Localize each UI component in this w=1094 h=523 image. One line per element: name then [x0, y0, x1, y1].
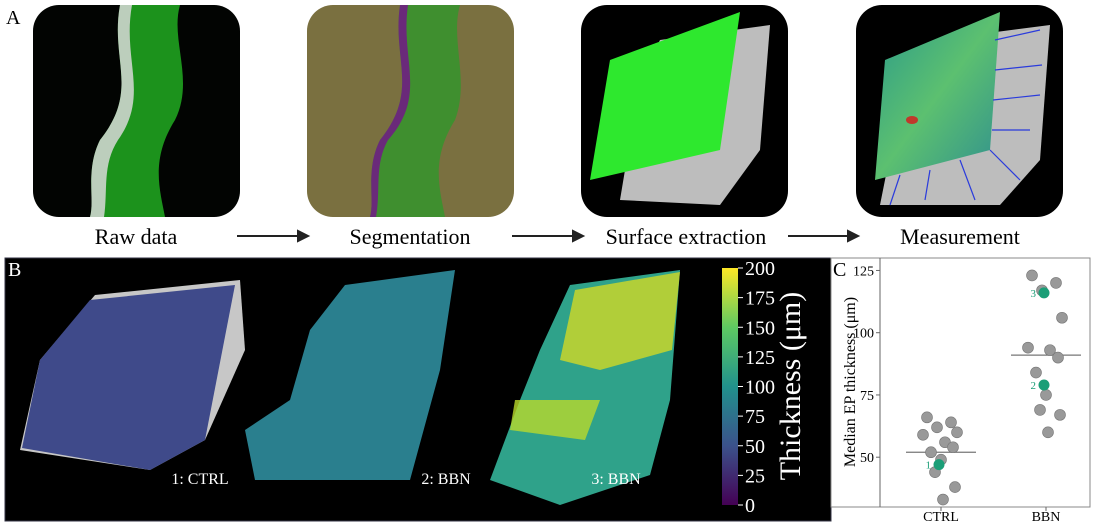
y-axis-label: Median EP thickness (μm) [842, 297, 859, 467]
sample-label: 3: BBN [591, 471, 641, 488]
highlight-point [1039, 287, 1050, 298]
point [1043, 427, 1054, 438]
step-caption: Raw data [95, 224, 178, 249]
point [918, 429, 929, 440]
point [1023, 342, 1034, 353]
point [1055, 409, 1066, 420]
point [1027, 270, 1038, 281]
point [1035, 404, 1046, 415]
colorbar-tick-label: 125 [745, 347, 775, 369]
point [922, 412, 933, 423]
point [952, 427, 963, 438]
colorbar-tick-label: 175 [745, 288, 775, 310]
panel-a-images [33, 5, 1063, 217]
colorbar-tick-label: 75 [745, 406, 765, 428]
x-tick-label: CTRL [923, 510, 959, 523]
y-tick-label: 75 [860, 389, 874, 404]
colorbar-label: Thickness (μm) [774, 292, 807, 481]
point [938, 494, 949, 505]
step-caption: Surface extraction [606, 224, 767, 249]
colorbar-tick-label: 0 [745, 495, 755, 517]
panel-label: A [6, 7, 21, 29]
panel-label: B [8, 259, 21, 281]
y-tick-label: 125 [853, 264, 874, 279]
point [932, 422, 943, 433]
sample-label: 1: CTRL [171, 471, 228, 488]
panel-label: C [833, 259, 846, 281]
point [1041, 389, 1052, 400]
colorbar-tick-label: 200 [745, 258, 775, 280]
figure: A B Thickness (μm) C Median EP thickness… [0, 0, 1094, 523]
sample-label: 2: BBN [421, 471, 471, 488]
highlight-label: 3 [1031, 288, 1037, 300]
highlight-label: 1 [926, 460, 932, 472]
point [1051, 277, 1062, 288]
point [1057, 312, 1068, 323]
point [950, 482, 961, 493]
highlight-point [934, 459, 945, 470]
colorbar [722, 268, 738, 505]
colorbar-tick-label: 25 [745, 465, 765, 487]
figure-svg: A B Thickness (μm) C Median EP thickness… [0, 0, 1094, 523]
highlight-label: 2 [1031, 380, 1037, 392]
y-tick-label: 50 [860, 451, 874, 466]
y-tick-label: 100 [853, 327, 874, 342]
step-caption: Measurement [900, 224, 1020, 249]
highlight-point [1039, 379, 1050, 390]
panel-c-frame [831, 258, 1090, 507]
x-tick-label: BBN [1032, 510, 1061, 523]
point [946, 417, 957, 428]
colorbar-tick-label: 100 [745, 377, 775, 399]
point [1031, 367, 1042, 378]
point [1053, 352, 1064, 363]
step-caption: Segmentation [350, 224, 471, 249]
colorbar-tick-label: 50 [745, 436, 765, 458]
point [926, 447, 937, 458]
colorbar-tick-label: 150 [745, 317, 775, 339]
point [948, 442, 959, 453]
